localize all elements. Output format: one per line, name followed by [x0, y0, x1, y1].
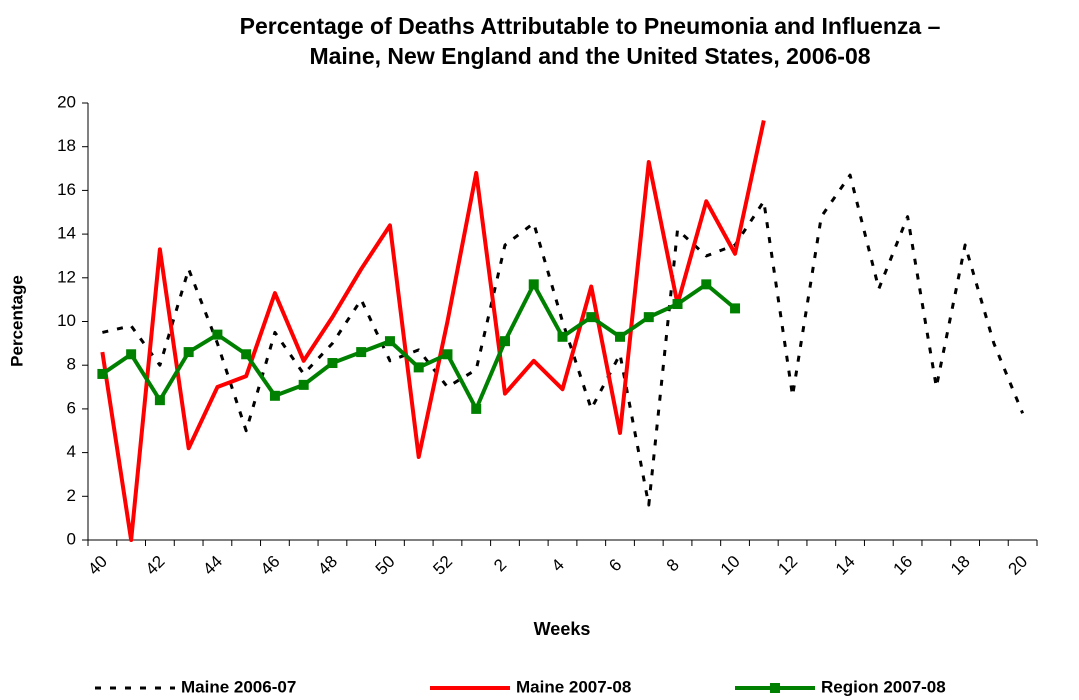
marker [672, 299, 683, 310]
x-tick-label: 20 [1004, 552, 1031, 579]
marker [97, 368, 108, 379]
x-tick-label: 44 [199, 552, 226, 579]
marker [269, 390, 280, 401]
y-tick-label: 14 [57, 224, 76, 243]
x-tick-label: 14 [832, 552, 859, 579]
marker [183, 347, 194, 358]
x-tick-label: 6 [605, 555, 625, 575]
marker [442, 349, 453, 360]
legend-label: Maine 2006-07 [181, 677, 296, 696]
x-tick-label: 40 [84, 552, 111, 579]
x-tick-label: 42 [142, 552, 169, 579]
y-tick-label: 18 [57, 136, 76, 155]
marker [557, 331, 568, 342]
y-axis-label: Percentage [7, 275, 26, 367]
marker [528, 279, 539, 290]
x-axis-label: Weeks [534, 619, 591, 639]
marker [212, 329, 223, 340]
y-tick-label: 20 [57, 92, 76, 111]
marker [384, 336, 395, 347]
x-tick-label: 18 [947, 552, 974, 579]
x-tick-label: 50 [372, 552, 399, 579]
series-line [102, 173, 1025, 507]
x-tick-label: 52 [429, 552, 456, 579]
marker [499, 336, 510, 347]
marker [126, 349, 137, 360]
marker [356, 347, 367, 358]
marker [643, 312, 654, 323]
marker [327, 358, 338, 369]
x-tick-label: 12 [774, 552, 801, 579]
x-tick-label: 4 [548, 555, 568, 575]
x-tick-label: 10 [717, 552, 744, 579]
legend-label: Region 2007-08 [821, 677, 946, 696]
chart-title: Maine, New England and the United States… [309, 43, 870, 69]
y-tick-label: 8 [67, 355, 76, 374]
y-tick-label: 16 [57, 180, 76, 199]
marker [154, 395, 165, 406]
x-tick-label: 48 [314, 552, 341, 579]
series-line [101, 282, 737, 411]
y-tick-label: 4 [67, 442, 76, 461]
marker [586, 312, 597, 323]
marker [471, 403, 482, 414]
marker [730, 303, 741, 314]
y-tick-label: 2 [67, 486, 76, 505]
marker [298, 379, 309, 390]
legend-marker [770, 683, 780, 693]
chart-title: Percentage of Deaths Attributable to Pne… [240, 13, 941, 39]
x-tick-label: 2 [490, 555, 510, 575]
x-tick-label: 16 [889, 552, 916, 579]
y-tick-label: 6 [67, 398, 76, 417]
marker [413, 362, 424, 373]
marker [701, 279, 712, 290]
x-tick-label: 8 [663, 555, 683, 575]
y-tick-label: 12 [57, 267, 76, 286]
series-line [100, 120, 766, 542]
x-tick-label: 46 [257, 552, 284, 579]
y-tick-label: 0 [67, 529, 76, 548]
marker [241, 349, 252, 360]
legend-label: Maine 2007-08 [516, 677, 631, 696]
marker [615, 331, 626, 342]
y-tick-label: 10 [57, 311, 76, 330]
